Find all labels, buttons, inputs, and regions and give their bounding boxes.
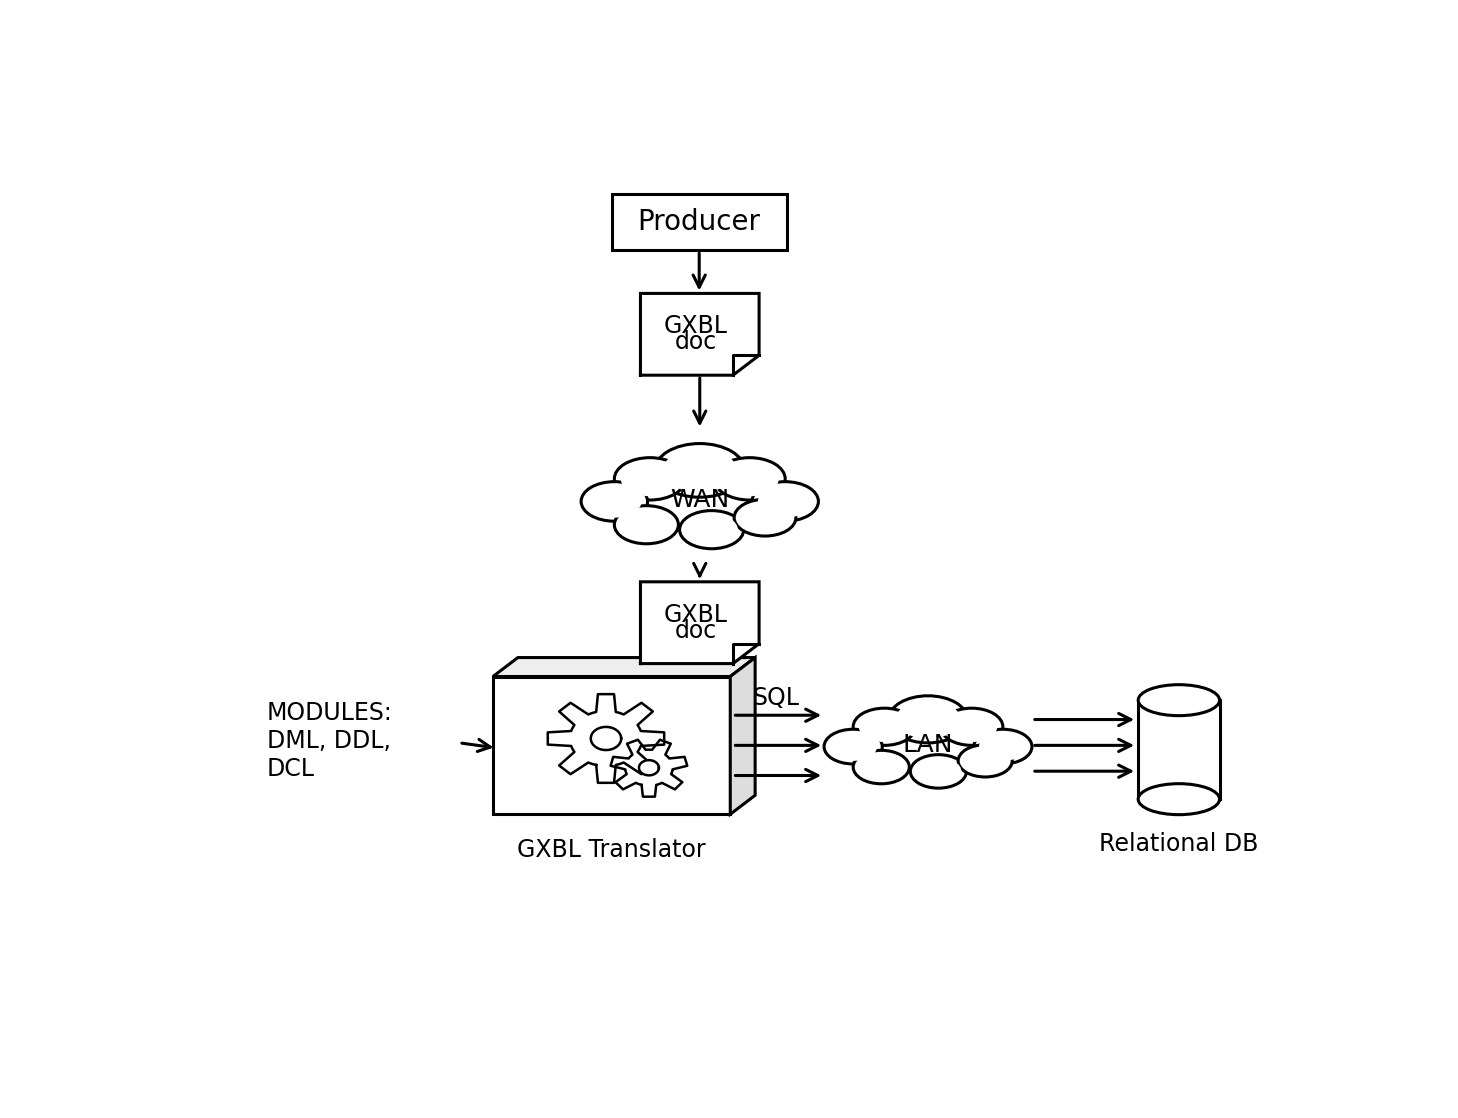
Ellipse shape	[620, 509, 672, 540]
Ellipse shape	[910, 755, 967, 788]
Ellipse shape	[958, 745, 1012, 777]
Ellipse shape	[946, 711, 997, 742]
Ellipse shape	[679, 511, 744, 549]
Polygon shape	[1139, 700, 1219, 799]
Polygon shape	[590, 727, 621, 750]
Polygon shape	[639, 760, 659, 776]
Ellipse shape	[824, 729, 882, 764]
Ellipse shape	[974, 729, 1032, 764]
Ellipse shape	[685, 514, 738, 546]
Polygon shape	[493, 676, 730, 814]
Polygon shape	[640, 581, 760, 664]
Text: GXBL: GXBL	[663, 603, 728, 626]
Ellipse shape	[964, 748, 1007, 774]
Ellipse shape	[916, 758, 961, 785]
Ellipse shape	[758, 485, 812, 518]
Polygon shape	[640, 293, 760, 376]
Text: Relational DB: Relational DB	[1099, 832, 1258, 856]
Text: doc: doc	[675, 619, 717, 643]
Ellipse shape	[614, 505, 678, 543]
Ellipse shape	[859, 754, 904, 780]
Polygon shape	[493, 657, 755, 676]
Ellipse shape	[859, 711, 910, 742]
Ellipse shape	[853, 708, 916, 746]
Ellipse shape	[614, 457, 685, 500]
Text: LAN: LAN	[903, 733, 954, 757]
Text: MODULES:
DML, DDL,
DCL: MODULES: DML, DDL, DCL	[267, 701, 392, 780]
Ellipse shape	[714, 457, 786, 500]
Polygon shape	[548, 694, 665, 783]
Ellipse shape	[663, 448, 736, 492]
Text: GXBL Translator: GXBL Translator	[518, 838, 706, 862]
Text: GXBL: GXBL	[663, 314, 728, 338]
Polygon shape	[582, 444, 818, 549]
Ellipse shape	[735, 500, 796, 536]
Ellipse shape	[720, 462, 779, 496]
Ellipse shape	[582, 482, 647, 521]
Text: SQL: SQL	[752, 686, 800, 710]
Polygon shape	[730, 657, 755, 814]
Ellipse shape	[853, 750, 910, 784]
Ellipse shape	[739, 503, 790, 532]
Ellipse shape	[1139, 684, 1219, 716]
Polygon shape	[824, 695, 1032, 788]
Text: doc: doc	[675, 331, 717, 354]
Ellipse shape	[1139, 784, 1219, 815]
Ellipse shape	[588, 485, 642, 518]
Text: WAN: WAN	[671, 489, 729, 512]
Ellipse shape	[978, 732, 1026, 761]
Polygon shape	[611, 740, 687, 797]
Ellipse shape	[752, 482, 818, 521]
Text: Producer: Producer	[637, 208, 761, 236]
Ellipse shape	[895, 700, 961, 739]
Ellipse shape	[830, 732, 878, 761]
Ellipse shape	[940, 708, 1003, 746]
FancyBboxPatch shape	[612, 195, 787, 250]
Ellipse shape	[655, 444, 745, 498]
Ellipse shape	[888, 695, 968, 742]
Ellipse shape	[621, 462, 679, 496]
